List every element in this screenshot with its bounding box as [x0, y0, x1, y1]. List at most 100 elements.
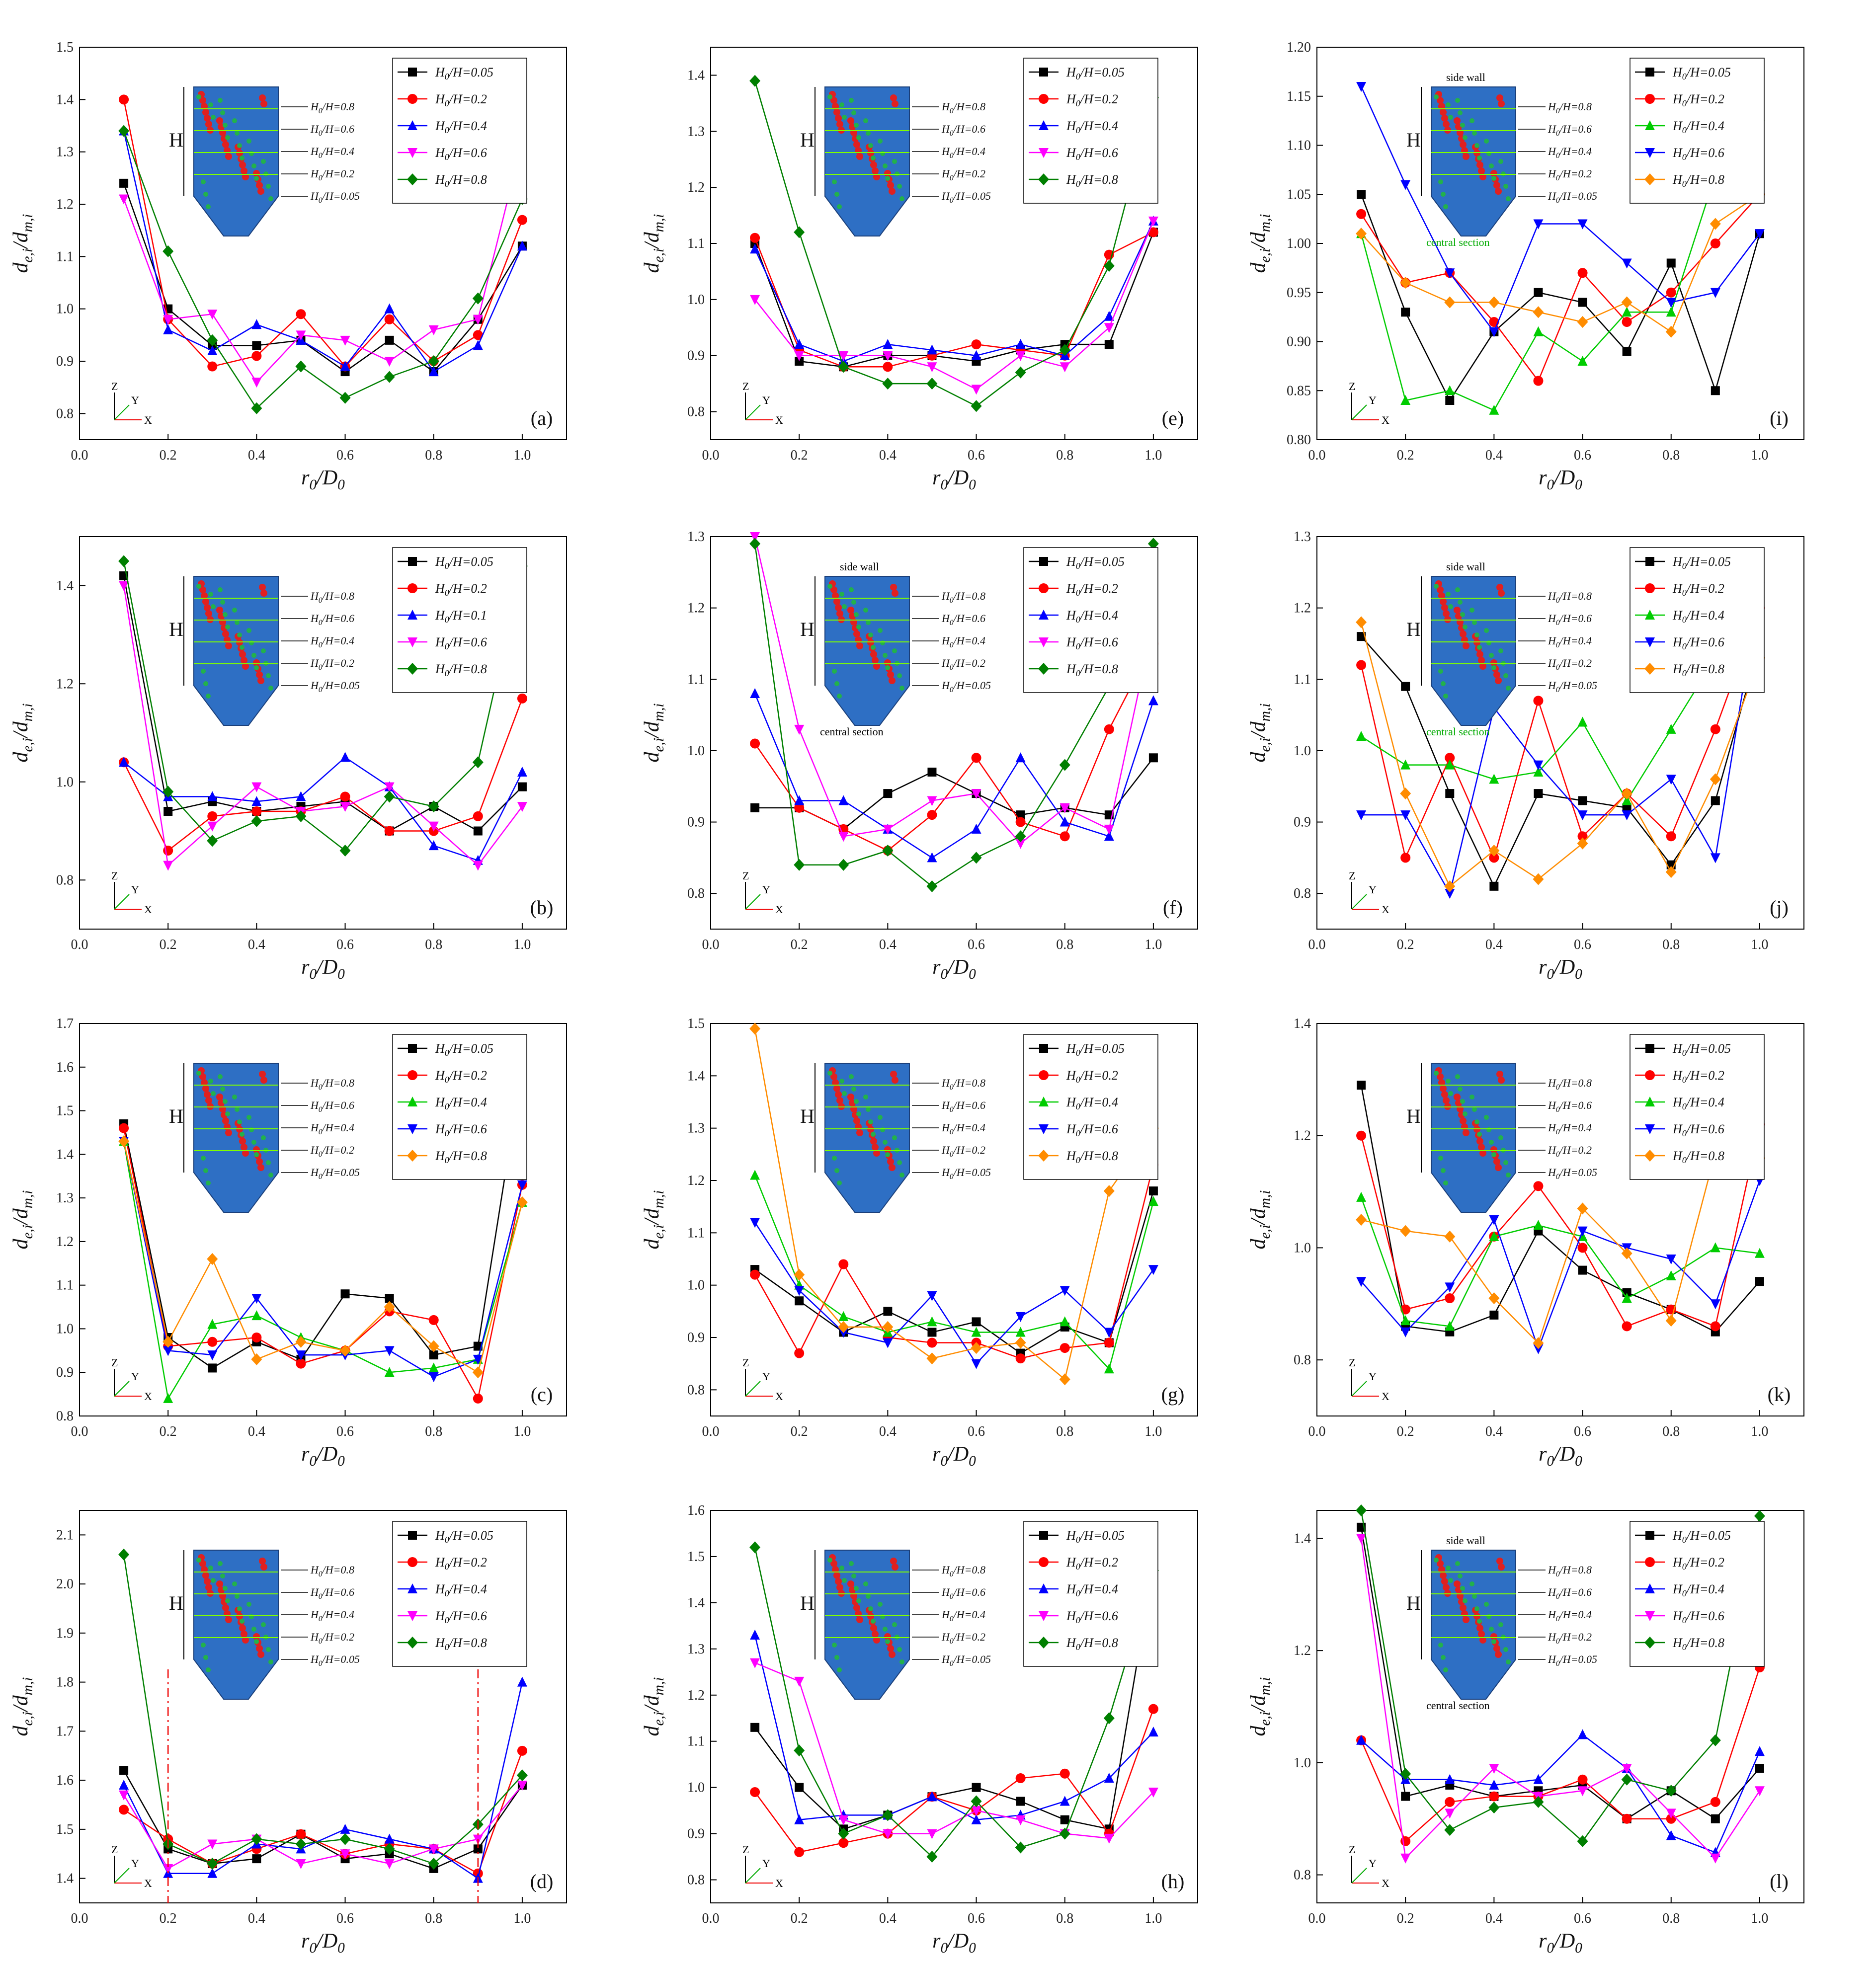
data-point — [750, 295, 760, 305]
plot-frame — [79, 536, 567, 930]
legend-label: H0/H=0.6 — [435, 146, 487, 162]
data-point — [296, 309, 306, 319]
data-point — [1577, 1226, 1588, 1237]
data-point — [971, 1806, 981, 1816]
y-tick-label: 1.2 — [687, 601, 705, 616]
data-point — [1400, 810, 1411, 821]
green-particle — [832, 179, 837, 184]
data-point — [882, 1321, 894, 1333]
y-tick-label: 0.9 — [1294, 815, 1311, 830]
inset-label: H0/H=0.6 — [941, 1099, 985, 1114]
inset-label: H0/H=0.05 — [941, 190, 991, 205]
legend-label: H0/H=0.4 — [1066, 119, 1118, 135]
data-point — [118, 1135, 130, 1147]
green-particle — [1489, 1627, 1494, 1632]
data-point — [1148, 1196, 1158, 1206]
y-tick-label: 0.8 — [687, 1873, 705, 1888]
red-particle — [199, 586, 206, 593]
silo-inset: H H0/H=0.8 H0/H=0.6 H0/H=0.4 H0/H=0.2 H0/H=0.… — [1406, 560, 1597, 738]
y-tick-label: 1.2 — [56, 1234, 74, 1250]
data-point — [1489, 1310, 1499, 1320]
data-point — [1754, 1786, 1765, 1797]
x-axis-label: r0/D0 — [932, 467, 976, 493]
data-point — [1533, 1344, 1544, 1354]
green-particle — [268, 1659, 273, 1664]
y-tick-label: 0.8 — [1294, 886, 1311, 901]
green-particle — [1474, 632, 1479, 637]
red-particle — [222, 630, 229, 637]
data-point — [384, 314, 395, 324]
silo-inset: H H0/H=0.8 H0/H=0.6 H0/H=0.4 H0/H=0.2 H0/H=0.… — [800, 86, 991, 236]
x-tick-label: 1.0 — [1144, 1424, 1162, 1439]
inset-label: H0/H=0.05 — [941, 679, 991, 694]
data-point — [1060, 1768, 1070, 1779]
legend-marker — [1039, 1097, 1049, 1106]
y-glyph: Y — [762, 1370, 770, 1383]
x-axis-label: r0/D0 — [1539, 1930, 1582, 1956]
data-point — [883, 1338, 893, 1348]
series-line-0 — [754, 1566, 1154, 1830]
series-line-3 — [754, 1222, 1154, 1365]
green-particle — [892, 1622, 897, 1627]
data-point — [926, 1352, 938, 1365]
series-line-2 — [754, 1175, 1154, 1370]
y-tick-label: 1.4 — [687, 1068, 705, 1084]
legend-marker — [1645, 120, 1655, 130]
x-axis-label: r0/D0 — [1539, 1443, 1582, 1469]
inset-label: H0/H=0.4 — [941, 1608, 985, 1623]
legend-marker — [1645, 94, 1655, 104]
legend-label: H0/H=0.4 — [1672, 608, 1724, 625]
series-line-0 — [1360, 194, 1761, 402]
red-particle — [833, 598, 840, 605]
silo-inset: H H0/H=0.8 H0/H=0.6 H0/H=0.4 H0/H=0.2 H0/H=0.… — [1406, 1534, 1597, 1712]
data-point — [1621, 296, 1632, 309]
red-particle — [239, 651, 246, 658]
legend-label: H0/H=0.05 — [435, 65, 493, 81]
data-point — [517, 767, 527, 777]
y-glyph: Y — [131, 1370, 139, 1383]
red-particle — [257, 1651, 264, 1658]
y-glyph: Y — [131, 394, 139, 406]
green-particle — [220, 1573, 225, 1578]
red-particle — [832, 103, 839, 110]
green-particle — [863, 1095, 868, 1100]
data-point — [749, 538, 761, 550]
y-tick-label: 0.8 — [56, 406, 74, 421]
legend-marker — [1645, 1611, 1655, 1621]
x-glyph: X — [144, 414, 152, 426]
series-line-0 — [123, 183, 523, 373]
green-particle — [866, 1594, 871, 1599]
red-particle — [260, 1564, 267, 1571]
legend-marker — [408, 1124, 417, 1134]
red-particle — [856, 1129, 863, 1136]
series-line-1 — [123, 99, 523, 368]
data-point — [1622, 307, 1632, 317]
data-point — [517, 215, 527, 225]
x-tick-label: 0.0 — [1308, 448, 1326, 463]
green-particle — [871, 156, 876, 160]
red-particle — [1440, 1572, 1447, 1579]
red-particle — [1498, 100, 1505, 107]
green-particle — [842, 115, 847, 120]
z-glyph: Z — [742, 380, 749, 393]
inset-label: H0/H=0.6 — [941, 1586, 985, 1601]
green-particle — [832, 1156, 837, 1161]
inset-label: H0/H=0.05 — [1548, 190, 1597, 205]
data-point — [838, 1311, 849, 1321]
height-label: H — [1406, 618, 1421, 640]
red-particle — [870, 651, 877, 658]
x-tick-label: 0.8 — [425, 448, 442, 463]
data-point — [794, 1348, 805, 1358]
green-particle — [899, 1173, 904, 1178]
data-point — [1015, 1815, 1026, 1825]
data-point — [1754, 1248, 1765, 1258]
data-point — [1622, 803, 1631, 812]
green-particle — [1491, 1639, 1496, 1644]
data-point — [340, 1823, 350, 1834]
inset-label: H0/H=0.2 — [310, 1631, 354, 1646]
green-particle — [223, 612, 228, 617]
red-particle — [872, 1631, 879, 1638]
red-particle — [259, 1558, 266, 1565]
data-point — [794, 339, 805, 349]
inset-label: H0/H=0.8 — [1548, 1564, 1592, 1578]
